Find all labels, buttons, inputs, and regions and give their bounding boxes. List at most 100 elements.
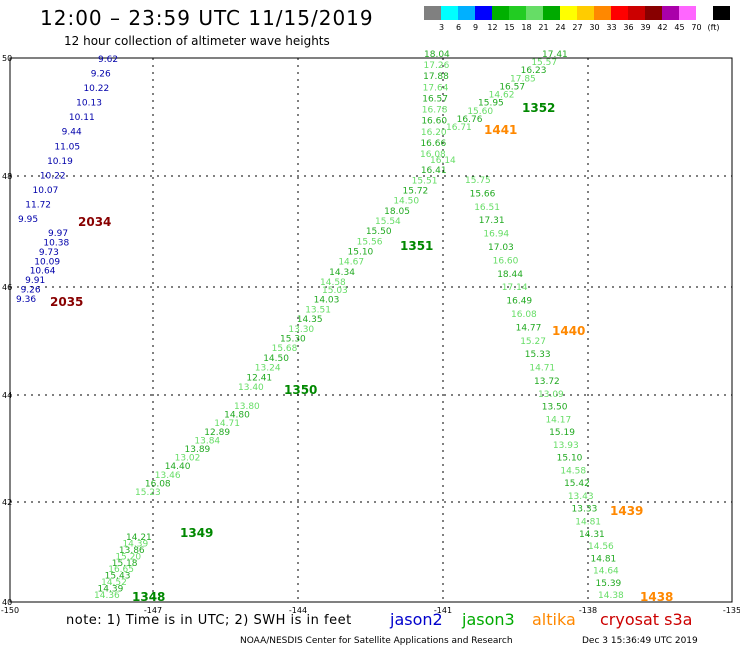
swh-value: 17.64 bbox=[423, 83, 449, 93]
x-tick-label: -150 bbox=[1, 606, 19, 615]
swh-value: 16.71 bbox=[446, 123, 472, 133]
legend-swatch bbox=[526, 6, 543, 20]
swh-value: 9.91 bbox=[25, 276, 45, 286]
legend-swatch bbox=[645, 6, 662, 20]
track-label: 1349 bbox=[180, 526, 213, 540]
swh-value: 9.44 bbox=[62, 128, 82, 138]
swh-value: 10.38 bbox=[43, 238, 69, 248]
swh-value: 14.36 bbox=[94, 591, 120, 601]
swh-value: 14.81 bbox=[575, 517, 601, 527]
swh-value: 9.73 bbox=[39, 248, 59, 258]
swh-value: 15.95 bbox=[478, 99, 504, 109]
swh-value: 9.95 bbox=[18, 215, 38, 225]
swh-value: 16.60 bbox=[421, 117, 447, 127]
swh-value: 16.57 bbox=[422, 94, 448, 104]
swh-value: 14.50 bbox=[263, 354, 289, 364]
legend-swatch bbox=[458, 6, 475, 20]
swh-value: 15.19 bbox=[549, 428, 575, 438]
track-label: 2034 bbox=[78, 215, 111, 229]
legend-label: 27 bbox=[572, 23, 583, 32]
swh-value: 15.10 bbox=[557, 454, 583, 464]
swh-value: 15.33 bbox=[525, 350, 551, 360]
swh-value: 9.26 bbox=[21, 286, 41, 296]
swh-value: 14.38 bbox=[598, 591, 624, 601]
swh-value: 14.17 bbox=[545, 415, 571, 425]
swh-value: 15.51 bbox=[412, 176, 438, 186]
swh-value: 11.72 bbox=[25, 200, 51, 210]
swh-value: 16.57 bbox=[499, 82, 525, 92]
legend-swatch bbox=[560, 6, 577, 20]
swh-value: 14.56 bbox=[588, 542, 614, 552]
legend-label: (ft) bbox=[707, 23, 720, 32]
legend-label: 24 bbox=[555, 23, 566, 32]
x-tick-label: -138 bbox=[579, 606, 597, 615]
legend-swatch bbox=[577, 6, 594, 20]
swh-value: 14.50 bbox=[393, 197, 419, 207]
track-label: 2035 bbox=[50, 295, 83, 309]
swh-value: 14.52 bbox=[101, 578, 127, 588]
y-tick-label: 40 bbox=[2, 598, 12, 607]
swh-value: 17.85 bbox=[510, 74, 536, 84]
swh-value: 14.58 bbox=[560, 466, 586, 476]
swh-value: 13.72 bbox=[534, 377, 560, 387]
swh-value: 15.39 bbox=[596, 579, 622, 589]
track-label: 1441 bbox=[484, 123, 517, 137]
swh-value: 16.23 bbox=[521, 66, 547, 76]
swh-value: 16.14 bbox=[430, 156, 456, 166]
swh-value: 15.68 bbox=[272, 344, 298, 354]
swh-value: 15.10 bbox=[348, 248, 374, 258]
swh-value: 17.41 bbox=[542, 50, 568, 60]
track-label: 1351 bbox=[400, 239, 433, 253]
legend-swatch bbox=[441, 6, 458, 20]
swh-value: 16.76 bbox=[457, 115, 483, 125]
swh-value: 14.34 bbox=[329, 268, 355, 278]
swh-value: 15.57 bbox=[531, 58, 557, 68]
legend-swatch bbox=[713, 6, 730, 20]
swh-value: 14.35 bbox=[297, 315, 323, 325]
y-tick-label: 46 bbox=[2, 283, 12, 292]
swh-value: 10.09 bbox=[34, 257, 60, 267]
swh-value: 9.26 bbox=[91, 70, 111, 80]
legend-label: 70 bbox=[691, 23, 702, 32]
swh-value: 13.33 bbox=[572, 505, 598, 515]
swh-value: 10.07 bbox=[33, 186, 59, 196]
legend-label: 39 bbox=[640, 23, 651, 32]
legend-swatch bbox=[696, 6, 713, 20]
swh-value: 14.21 bbox=[126, 533, 152, 543]
x-tick-label: -144 bbox=[289, 606, 307, 615]
swh-value: 16.20 bbox=[421, 128, 447, 138]
swh-value: 13.86 bbox=[119, 546, 145, 556]
swh-value: 16.08 bbox=[145, 479, 171, 489]
swh-value: 16.78 bbox=[422, 106, 448, 116]
swh-value: 16.66 bbox=[420, 139, 446, 149]
swh-value: 12.41 bbox=[246, 373, 272, 383]
page-subtitle: 12 hour collection of altimeter wave hei… bbox=[64, 34, 330, 48]
x-tick-label: -141 bbox=[434, 606, 452, 615]
swh-value: 16.49 bbox=[506, 297, 532, 307]
legend-label: 42 bbox=[657, 23, 668, 32]
swh-value: 10.11 bbox=[69, 113, 95, 123]
footnote: note: 1) Time is in UTC; 2) SWH is in fe… bbox=[66, 613, 352, 628]
swh-value: 12.89 bbox=[204, 428, 230, 438]
color-legend-labels: 3 6 9 12 15 18 21 24 27 30 33 36 39 42 45 70 (ft) bbox=[424, 23, 740, 35]
legend-swatch bbox=[543, 6, 560, 20]
swh-value: 14.03 bbox=[314, 296, 340, 306]
swh-value: 14.58 bbox=[320, 278, 346, 288]
swh-value: 15.42 bbox=[564, 479, 590, 489]
swh-value: 16.08 bbox=[511, 310, 537, 320]
x-tick-label: -135 bbox=[723, 606, 740, 615]
swh-value: 13.89 bbox=[185, 445, 211, 455]
legend-swatch bbox=[594, 6, 611, 20]
swh-value: 13.02 bbox=[175, 454, 201, 464]
swh-value: 15.75 bbox=[465, 176, 491, 186]
swh-value: 13.43 bbox=[568, 492, 594, 502]
swh-value: 13.93 bbox=[553, 441, 579, 451]
swh-value: 13.24 bbox=[255, 364, 281, 374]
swh-value: 17.88 bbox=[423, 72, 449, 82]
swh-value: 13.84 bbox=[194, 436, 220, 446]
y-tick-label: 48 bbox=[2, 172, 12, 181]
track-label: 1352 bbox=[522, 101, 555, 115]
swh-value: 13.30 bbox=[288, 325, 314, 335]
track-label: 1350 bbox=[284, 383, 317, 397]
swh-value: 16.65 bbox=[108, 565, 134, 575]
